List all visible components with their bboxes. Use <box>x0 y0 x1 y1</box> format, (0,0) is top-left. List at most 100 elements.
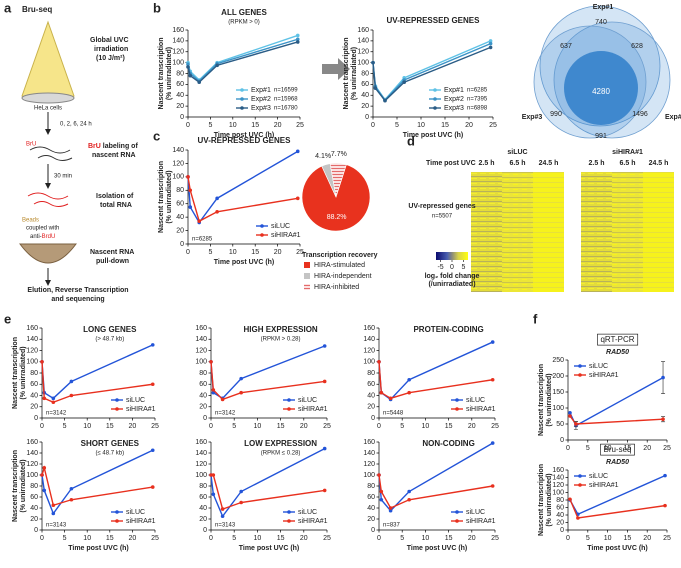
x-tick-label: 10 <box>254 535 262 542</box>
y-tick-label: 140 <box>357 38 369 45</box>
y-tick-label: 100 <box>26 359 38 366</box>
legend-label: siHIRA#1 <box>466 406 496 413</box>
data-point <box>574 422 578 426</box>
value-label: 4.1% <box>315 153 331 160</box>
y-axis-label: (% unirradiated) <box>20 459 27 512</box>
legend-marker <box>287 519 291 523</box>
data-point <box>69 379 74 384</box>
step-text: nascent RNA <box>92 152 136 159</box>
data-point <box>51 396 56 401</box>
x-tick-label: 0 <box>186 122 190 129</box>
step-text: BrU labeling of <box>88 143 138 150</box>
y-tick-label: 140 <box>363 450 375 457</box>
x-tick-label: 15 <box>106 423 114 430</box>
y-tick-label: 160 <box>26 325 38 332</box>
x-tick-label: 20 <box>468 423 476 430</box>
annotation: n=3142 <box>46 411 67 417</box>
data-point <box>576 516 580 520</box>
y-tick-label: 60 <box>30 494 38 501</box>
step-text: Elution, Reverse Transcription <box>27 287 128 294</box>
y-axis-label: (% unirradiated) <box>546 473 553 526</box>
y-tick-label: 120 <box>172 160 184 167</box>
series-line <box>210 361 325 401</box>
data-point <box>371 60 375 65</box>
y-tick-label: 60 <box>367 494 375 501</box>
annotation: n=6285 <box>192 237 213 243</box>
heatmap-column <box>471 172 502 292</box>
x-tick-label: 10 <box>604 445 612 452</box>
legend-count: n=6285 <box>467 88 488 94</box>
x-tick-label: 25 <box>491 535 499 542</box>
y-tick-label: 80 <box>176 187 184 194</box>
x-tick-label: 15 <box>251 122 259 129</box>
y-tick-label: 100 <box>363 472 375 479</box>
legend-label: Exp#1 <box>444 87 464 94</box>
y-tick-label: 160 <box>363 325 375 332</box>
y-tick-label: 50 <box>556 421 564 428</box>
series-line <box>569 498 666 519</box>
y-tick-label: 40 <box>556 512 564 519</box>
chart-title: LONG GENES <box>83 325 137 334</box>
y-axis-label: (% unirradiated) <box>166 47 173 100</box>
x-tick-label: 25 <box>151 535 159 542</box>
x-tick-label: 25 <box>323 423 331 430</box>
data-point <box>379 489 384 494</box>
x-tick-label: 25 <box>663 535 671 542</box>
annotation: n=5448 <box>383 411 404 417</box>
panel-label: d <box>407 133 415 148</box>
y-tick-label: 40 <box>176 92 184 99</box>
data-point <box>239 489 243 494</box>
data-point <box>51 503 56 508</box>
y-axis-label: Nascent transcription <box>12 450 19 522</box>
legend-label: siHIRA#1 <box>298 406 328 413</box>
data-point <box>488 39 493 43</box>
x-tick-label: 25 <box>491 423 499 430</box>
data-point <box>150 448 155 453</box>
x-tick-label: 20 <box>465 122 473 129</box>
y-axis-label: Nascent transcription <box>538 464 545 536</box>
data-point <box>663 503 667 508</box>
y-tick-label: 140 <box>172 147 184 154</box>
venn-count: 1496 <box>632 111 648 118</box>
data-point <box>402 80 407 84</box>
y-tick-label: 100 <box>26 472 38 479</box>
y-tick-label: 0 <box>560 527 564 534</box>
x-axis-label: Time post UVC (h) <box>68 545 129 552</box>
x-tick-label: 5 <box>395 122 399 129</box>
y-tick-label: 60 <box>176 81 184 88</box>
data-point <box>322 488 327 493</box>
data-point <box>51 511 56 516</box>
legend-marker <box>240 97 244 101</box>
legend-label: siHIRA#1 <box>298 518 328 525</box>
data-point <box>407 497 411 502</box>
chart-title: qRT-PCR <box>600 335 634 344</box>
group-label: siLUC <box>507 149 527 156</box>
chart-subtitle: (≤ 48.7 kb) <box>95 451 124 457</box>
y-tick-label: 80 <box>30 370 38 377</box>
y-tick-label: 120 <box>195 461 207 468</box>
colorbar-label: (/unirradiated) <box>428 281 475 288</box>
y-tick-label: 40 <box>199 392 207 399</box>
data-point <box>568 414 572 418</box>
legend-marker <box>433 88 437 92</box>
y-tick-label: 20 <box>30 404 38 411</box>
x-tick-label: 20 <box>300 423 308 430</box>
chart-subtitle: RAD50 <box>606 459 629 466</box>
data-point <box>209 359 213 364</box>
legend-marker <box>455 519 459 523</box>
legend-label: siHIRA#1 <box>271 232 301 239</box>
y-tick-label: 0 <box>34 527 38 534</box>
data-point <box>379 390 384 395</box>
x-tick-label: 15 <box>277 535 285 542</box>
step-text: and sequencing <box>51 296 104 303</box>
chart-subtitle: (RPKM ≤ 0.28) <box>261 451 301 457</box>
chart-title: SHORT GENES <box>81 439 140 448</box>
legend-marker <box>115 407 119 411</box>
legend-marker <box>115 398 119 402</box>
data-point <box>377 359 381 364</box>
legend-count: n=6898 <box>467 106 488 112</box>
y-tick-label: 120 <box>172 49 184 56</box>
data-point <box>215 63 219 68</box>
y-tick-label: 120 <box>363 347 375 354</box>
